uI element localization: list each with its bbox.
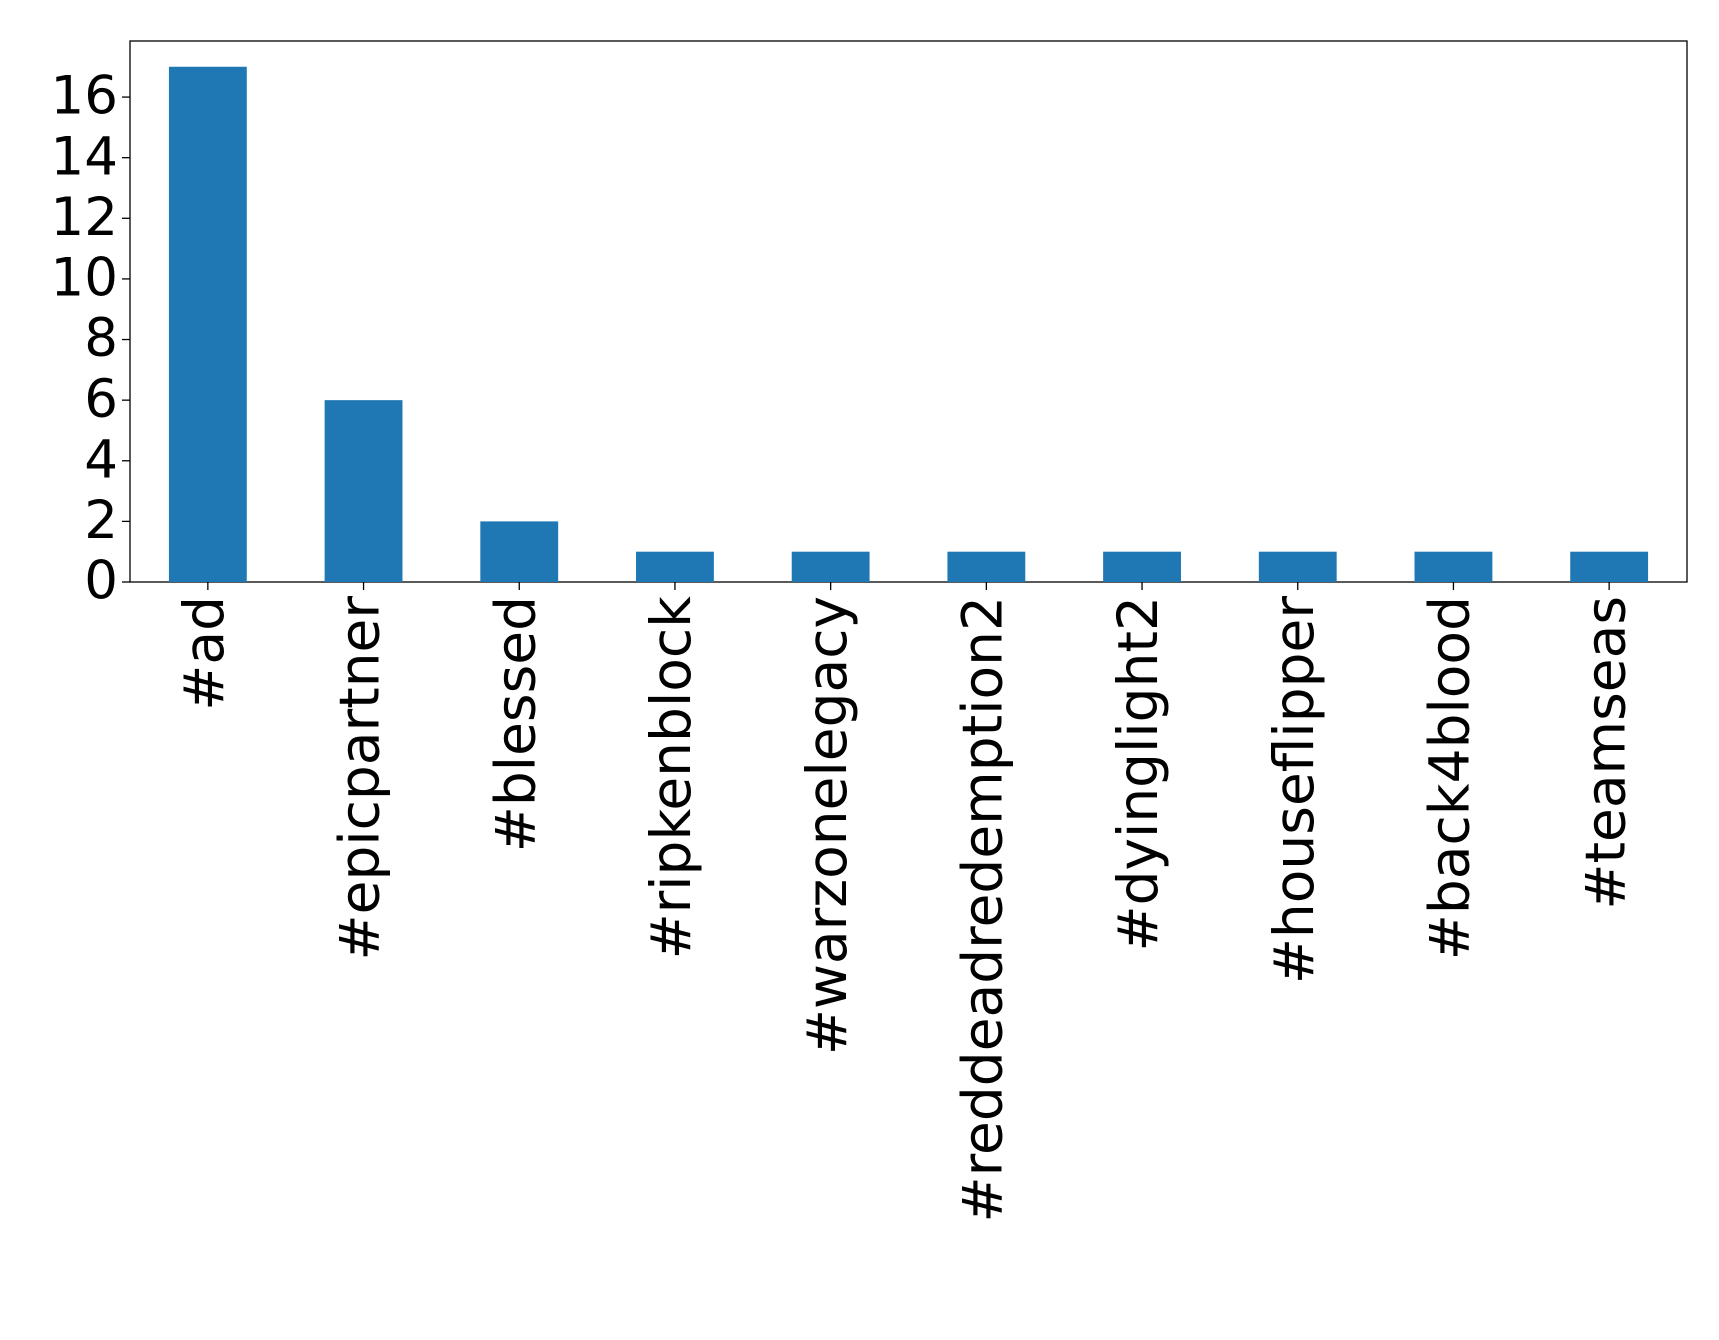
y-tick-label: 10	[51, 248, 118, 309]
y-tick-label: 0	[84, 551, 118, 612]
y-tick-label: 2	[84, 490, 118, 551]
y-tick-label: 12	[51, 187, 118, 248]
y-tick-label: 8	[84, 308, 118, 369]
plot-frame	[129, 40, 1688, 583]
x-tick-label: #ad	[172, 596, 236, 711]
bar	[324, 400, 403, 582]
x-tick-label: #houseflipper	[1262, 596, 1326, 985]
x-tick-label: #back4blood	[1418, 596, 1482, 960]
y-tick-label: 14	[51, 126, 118, 187]
y-tick-label: 6	[84, 369, 118, 430]
bar	[791, 551, 870, 582]
bar	[947, 551, 1026, 582]
bar	[480, 521, 559, 582]
bar	[1258, 551, 1337, 582]
x-tick-label: #dyinglight2	[1106, 596, 1170, 952]
bar	[1103, 551, 1181, 582]
x-tick-label: #reddeadredemption2	[950, 596, 1014, 1222]
x-tick-label: #blessed	[483, 596, 547, 852]
bar	[1414, 551, 1493, 582]
bar	[636, 551, 714, 582]
x-tick-label: #ripkenblock	[639, 596, 703, 960]
x-tick-label: #epicpartner	[328, 596, 392, 961]
y-tick-label: 4	[84, 429, 118, 490]
y-tick-label: 16	[51, 66, 118, 127]
bar	[1570, 551, 1649, 582]
bar	[168, 66, 247, 582]
x-tick-label: #teamseas	[1573, 596, 1637, 910]
x-tick-label: #warzonelegacy	[795, 596, 859, 1055]
